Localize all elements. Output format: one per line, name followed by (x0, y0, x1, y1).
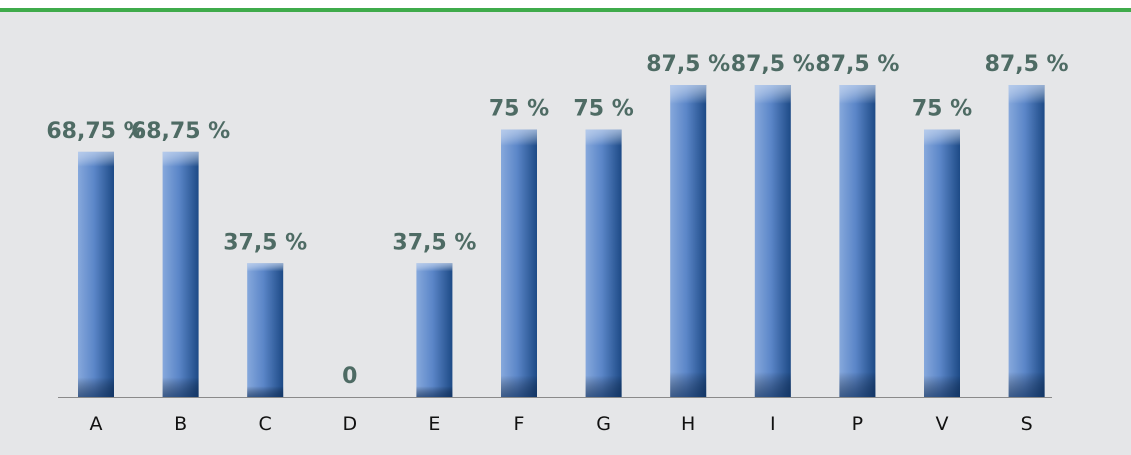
x-tick-label: G (596, 413, 611, 435)
bar-shade (754, 85, 791, 397)
bar-shade (585, 129, 622, 398)
bar (754, 85, 791, 397)
value-label: 37,5 % (223, 230, 307, 255)
bar (585, 129, 622, 398)
value-label: 75 % (489, 97, 549, 122)
x-tick-label: H (681, 413, 695, 435)
x-tick-label: S (1021, 413, 1033, 435)
x-tick-label: I (770, 413, 776, 435)
value-label: 87,5 % (731, 52, 815, 77)
x-tick-label: B (174, 413, 187, 435)
bar-shade (1008, 85, 1045, 397)
bar-shade (162, 151, 199, 397)
bar (501, 129, 537, 398)
bar (416, 263, 453, 397)
bar (1008, 85, 1045, 397)
x-tick-label: A (90, 413, 103, 435)
value-label: 87,5 % (985, 52, 1069, 77)
bar-shade (78, 151, 114, 397)
bar (78, 151, 114, 397)
value-label: 68,75 % (131, 119, 230, 144)
value-label: 68,75 % (46, 119, 145, 144)
bar-shade (924, 129, 960, 398)
bar (247, 263, 284, 397)
value-label: 75 % (912, 97, 972, 122)
x-tick-label: D (342, 413, 357, 435)
bar-shade (670, 85, 707, 397)
x-tick-label: V (936, 413, 949, 435)
top-rule (0, 8, 1131, 12)
bar-shade (247, 263, 284, 397)
x-tick-label: F (514, 413, 525, 435)
bar (670, 85, 707, 397)
value-label: 87,5 % (646, 52, 730, 77)
bar (924, 129, 960, 398)
bar (162, 151, 199, 397)
value-label: 87,5 % (815, 52, 899, 77)
value-label: 75 % (573, 97, 633, 122)
x-tick-label: P (852, 413, 863, 435)
x-tick-label: E (428, 413, 440, 435)
value-label: 0 (342, 364, 357, 389)
value-label: 37,5 % (392, 230, 476, 255)
bar-shade (839, 85, 876, 397)
bar (839, 85, 876, 397)
bar-shade (416, 263, 453, 397)
bar-shade (501, 129, 537, 398)
top-margin (0, 0, 1131, 8)
x-tick-label: C (259, 413, 272, 435)
